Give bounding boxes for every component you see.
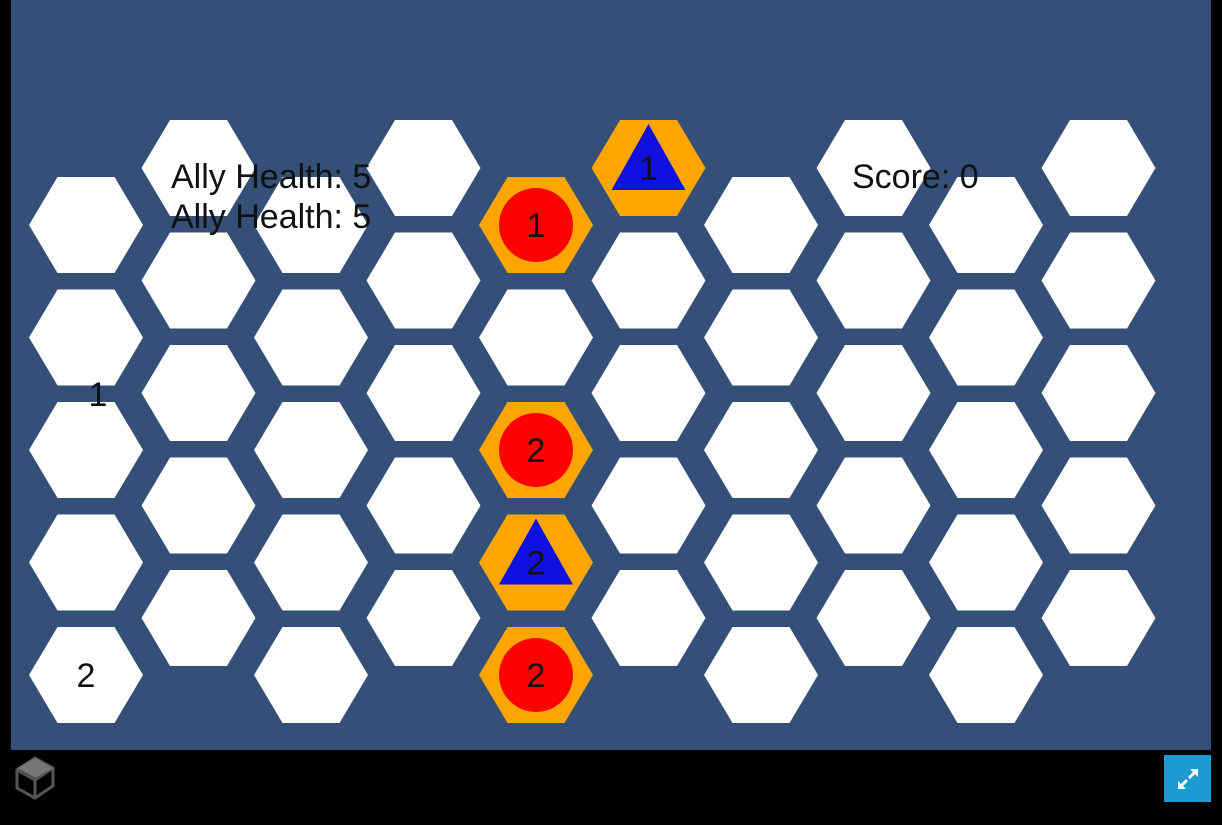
hex-tile[interactable] bbox=[704, 514, 818, 611]
enemy-unit-circle-icon[interactable] bbox=[499, 638, 573, 712]
hex-tile[interactable] bbox=[254, 627, 368, 723]
hex-tile[interactable] bbox=[29, 402, 143, 498]
hex-tile[interactable] bbox=[254, 289, 368, 386]
hex-tile[interactable] bbox=[141, 120, 256, 216]
hex-tile[interactable] bbox=[141, 345, 256, 441]
hex-tile[interactable] bbox=[141, 570, 256, 666]
hex-tile[interactable] bbox=[366, 457, 481, 554]
unit-label: 2 bbox=[527, 432, 546, 470]
unity-logo-icon bbox=[15, 756, 55, 800]
hex-tile[interactable] bbox=[591, 232, 706, 329]
hex-tile[interactable] bbox=[929, 402, 1043, 498]
ally-unit-triangle-icon[interactable] bbox=[499, 518, 573, 585]
unit-label: 2 bbox=[527, 657, 546, 695]
hex-tile[interactable] bbox=[929, 289, 1043, 386]
hex-tile[interactable] bbox=[591, 570, 706, 666]
hex-tile[interactable] bbox=[479, 289, 593, 386]
hex-tile[interactable] bbox=[366, 570, 481, 666]
unit-label: 1 bbox=[639, 150, 658, 188]
enemy-unit-circle-icon[interactable] bbox=[499, 413, 573, 487]
hex-tile[interactable] bbox=[29, 289, 143, 386]
hex-tile[interactable] bbox=[1041, 232, 1156, 329]
hex-tile[interactable] bbox=[929, 177, 1043, 273]
game-canvas[interactable]: 1 1 2 2 2 1 2 Ally Health: 5 Ally Health: 5 Sc… bbox=[11, 0, 1211, 750]
hex-tile[interactable] bbox=[366, 232, 481, 329]
hex-tile[interactable] bbox=[1041, 120, 1156, 216]
hex-tile[interactable] bbox=[704, 627, 818, 723]
hex-tile[interactable] bbox=[929, 627, 1043, 723]
ally-health-label-2: Ally Health: 5 bbox=[171, 198, 372, 236]
hex-tile[interactable] bbox=[254, 514, 368, 611]
ally-unit-triangle-icon[interactable] bbox=[611, 124, 686, 190]
unit-label: 1 bbox=[527, 207, 546, 245]
enemy-unit-circle-icon[interactable] bbox=[499, 188, 573, 262]
hex-tile[interactable] bbox=[591, 345, 706, 441]
hex-tile[interactable] bbox=[704, 177, 818, 273]
hex-tile[interactable] bbox=[1041, 457, 1156, 554]
hex-tile[interactable] bbox=[29, 177, 143, 273]
ally-health-label-1: Ally Health: 5 bbox=[171, 158, 372, 196]
player-footer bbox=[0, 750, 1222, 825]
hex-tile[interactable] bbox=[704, 289, 818, 386]
hex-tile[interactable] bbox=[816, 120, 931, 216]
hex-tile[interactable] bbox=[29, 627, 143, 723]
tile-label: 1 bbox=[89, 376, 108, 414]
hex-tile[interactable] bbox=[141, 232, 256, 329]
hex-tile[interactable] bbox=[29, 514, 143, 611]
hex-tile[interactable] bbox=[929, 514, 1043, 611]
hex-tile[interactable] bbox=[254, 177, 368, 273]
hex-board[interactable]: 1 1 2 2 2 1 2 bbox=[11, 0, 1211, 750]
hex-tile[interactable] bbox=[816, 232, 931, 329]
tile-label: 2 bbox=[77, 657, 96, 695]
hex-tile[interactable] bbox=[254, 402, 368, 498]
hex-tile[interactable] bbox=[141, 457, 256, 554]
hex-tile[interactable] bbox=[816, 457, 931, 554]
hex-tile[interactable] bbox=[704, 402, 818, 498]
hex-tile[interactable] bbox=[366, 120, 481, 216]
hex-tile[interactable] bbox=[816, 345, 931, 441]
hex-tile[interactable] bbox=[1041, 570, 1156, 666]
fullscreen-button[interactable] bbox=[1164, 755, 1211, 802]
hex-tile[interactable] bbox=[366, 345, 481, 441]
hex-tile[interactable] bbox=[1041, 345, 1156, 441]
fullscreen-expand-icon bbox=[1177, 768, 1198, 789]
hex-tile[interactable] bbox=[591, 457, 706, 554]
hex-tile[interactable] bbox=[816, 570, 931, 666]
score-label: Score: 0 bbox=[852, 158, 979, 196]
unit-label: 2 bbox=[527, 545, 546, 583]
